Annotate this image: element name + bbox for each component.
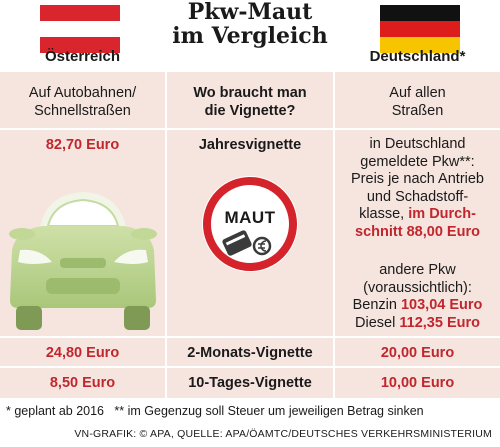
- at-twomonth-price: 24,80 Euro: [45, 345, 120, 361]
- footnote: * geplant ab 2016 ** im Gegenzug soll St…: [6, 404, 424, 418]
- divider: [165, 72, 167, 398]
- tenday-label: 10-Tages-Vignette: [188, 375, 312, 391]
- divider: [333, 72, 335, 398]
- at-tenday-price: 8,50 Euro: [49, 375, 116, 391]
- twomonth-label: 2-Monats-Vignette: [187, 345, 313, 361]
- de-where: Auf allen Straßen: [389, 85, 446, 119]
- row-where-bg: [0, 72, 500, 128]
- row-twomonth-bg: [0, 338, 500, 368]
- row-tenday-bg: [0, 368, 500, 398]
- at-where: Auf Autobahnen/Schnellstraßen: [28, 85, 137, 119]
- maut-sign-text: MAUT: [224, 208, 276, 227]
- car-icon: [9, 192, 157, 330]
- credit: VN-GRAFIK: © APA, QUELLE: APA/ÖAMTC/DEUT…: [74, 428, 492, 440]
- maut-sign-icon: [202, 176, 298, 272]
- divider: [0, 336, 500, 338]
- de-tenday-price: 10,00 Euro: [380, 375, 455, 391]
- at-year-price: 82,70 Euro: [45, 137, 120, 153]
- austria-label: Österreich: [44, 48, 121, 65]
- germany-label: Deutschland*: [369, 48, 466, 65]
- divider: [0, 128, 500, 130]
- divider: [0, 366, 500, 368]
- austria-flag: [40, 5, 120, 53]
- germany-flag: [380, 5, 460, 53]
- question: Wo braucht man die Vignette?: [193, 85, 307, 119]
- de-year-text: in Deutschland gemeldete Pkw**: Preis je…: [351, 136, 484, 240]
- de-twomonth-price: 20,00 Euro: [380, 345, 455, 361]
- de-other-text: andere Pkw (voraussichtlich): Benzin 103…: [352, 262, 483, 331]
- page-title: Pkw-Maut im Vergleich: [172, 0, 328, 49]
- year-label: Jahresvignette: [198, 137, 302, 153]
